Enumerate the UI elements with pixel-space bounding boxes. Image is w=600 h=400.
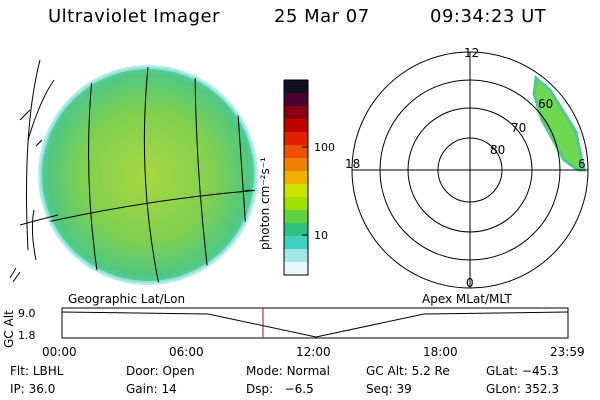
x-tick-1800: 18:00 xyxy=(423,345,458,359)
earth-disk-image xyxy=(9,59,258,285)
colorbar-band xyxy=(284,184,308,198)
info-gain: Gain: 14 xyxy=(126,382,177,396)
apex-caption: Apex MLat/MLT xyxy=(422,292,512,306)
info-gc-alt: GC Alt: 5.2 Re xyxy=(366,364,450,378)
mlt-label-18: 18 xyxy=(345,157,361,171)
polar-plot xyxy=(351,51,589,289)
mlt-label-12: 12 xyxy=(464,46,480,60)
colorbar-band xyxy=(284,106,308,120)
y-tick-9: 9.0 xyxy=(18,307,36,320)
info-mode: Mode: Normal xyxy=(246,364,330,378)
colorbar-band xyxy=(284,158,308,172)
info-seq: Seq: 39 xyxy=(366,382,412,396)
colorbar-band xyxy=(284,210,308,224)
info-flt: Flt: LBHL xyxy=(10,364,64,378)
geographic-caption: Geographic Lat/Lon xyxy=(68,292,186,306)
info-glat: GLat: −45.3 xyxy=(486,364,559,378)
lat-label-80: 80 xyxy=(490,143,506,157)
colorbar-band xyxy=(284,249,308,263)
colorbar-band xyxy=(284,197,308,211)
x-tick-1200: 12:00 xyxy=(296,345,331,359)
timeline-y-label: GC Alt xyxy=(2,310,16,348)
y-tick-1-8: 1.8 xyxy=(18,329,36,342)
mlt-label-0: 0 xyxy=(466,276,474,290)
colorbar-band xyxy=(284,262,308,276)
x-tick-0600: 06:00 xyxy=(169,345,204,359)
info-glon: GLon: 352.3 xyxy=(486,382,559,396)
colorbar-border xyxy=(283,79,309,276)
lat-label-60: 60 xyxy=(538,97,554,111)
colorbar-band xyxy=(284,236,308,250)
instrument-title: Ultraviolet Imager xyxy=(48,6,220,27)
altitude-timeline xyxy=(61,307,569,339)
colorbar-band xyxy=(284,223,308,237)
info-dsp: Dsp: −6.5 xyxy=(246,382,314,396)
colorbar-band xyxy=(284,145,308,159)
colorbar-band xyxy=(284,119,308,133)
info-ip: IP: 36.0 xyxy=(10,382,56,396)
x-tick-2359: 23:59 xyxy=(550,345,585,359)
colorbar xyxy=(283,79,309,276)
colorbar-band xyxy=(284,171,308,185)
time-label: 09:34:23 UT xyxy=(430,6,547,27)
lat-label-70: 70 xyxy=(511,121,527,135)
colorbar-band xyxy=(284,80,308,94)
date-label: 25 Mar 07 xyxy=(274,6,370,27)
colorbar-band xyxy=(284,132,308,146)
x-tick-0000: 00:00 xyxy=(42,345,77,359)
colorbar-band xyxy=(284,93,308,107)
colorbar-unit-label: photon cm⁻²s⁻¹ xyxy=(258,157,272,250)
colorbar-tick-100: 100 xyxy=(314,141,335,154)
mlt-label-6: 6 xyxy=(578,157,586,171)
info-door: Door: Open xyxy=(126,364,195,378)
colorbar-tick-10: 10 xyxy=(314,229,328,242)
